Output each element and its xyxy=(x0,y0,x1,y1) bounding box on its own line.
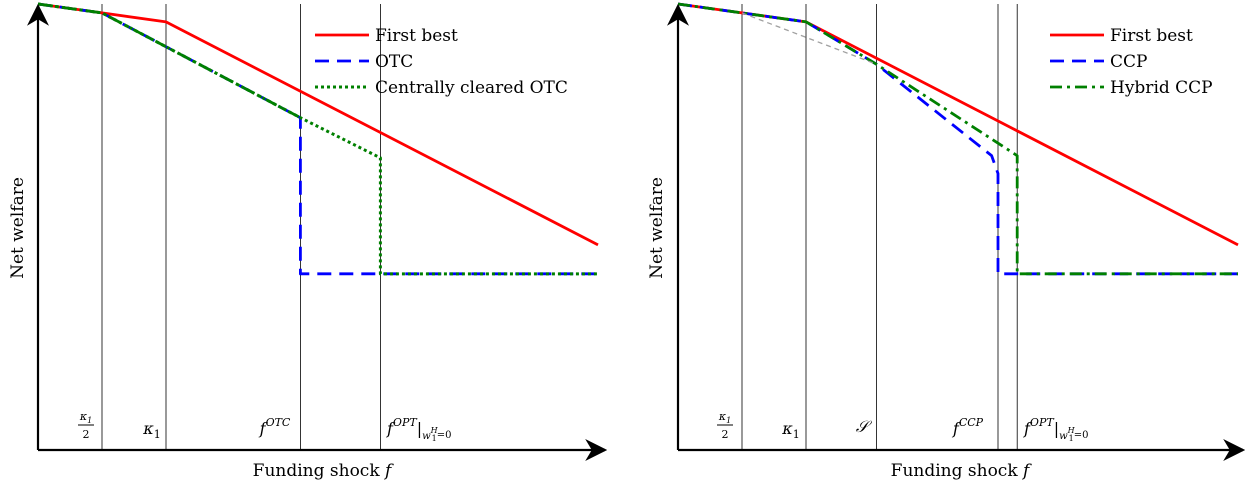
left-panel: Net welfare Funding shock f κ1 2 κ1 fOTC… xyxy=(8,2,608,481)
svg-text:κ1: κ1 xyxy=(79,410,92,425)
left-legend: First best OTC Centrally cleared OTC xyxy=(315,26,568,98)
right-tick-kappa1: κ1 xyxy=(781,419,800,441)
left-y-axis-label: Net welfare xyxy=(8,177,28,279)
left-series-first-best xyxy=(37,2,599,247)
right-series-lines xyxy=(677,2,1239,276)
legend-label-otc: OTC xyxy=(375,52,413,72)
right-x-axis-label: Funding shock f xyxy=(891,461,1032,481)
right-panel: Net welfare Funding shock f κ1 2 κ1 𝒮 fC… xyxy=(647,2,1246,481)
right-vertical-lines xyxy=(741,4,1018,450)
legend-label-centrally-cleared-otc: Centrally cleared OTC xyxy=(375,78,568,98)
svg-text:κ1: κ1 xyxy=(718,410,731,425)
left-tick-kappa1: κ1 xyxy=(142,419,161,441)
left-tick-f-opt: fOPT|wH 1=0 xyxy=(386,416,451,443)
right-y-axis-label: Net welfare xyxy=(647,177,667,279)
right-tick-f-ccp: fCCP xyxy=(952,416,984,438)
left-series-otc xyxy=(37,2,598,276)
left-series-aux-3 xyxy=(37,2,302,119)
left-series-centrally-cleared-otc xyxy=(37,2,598,276)
right-legend: First best CCP Hybrid CCP xyxy=(1050,26,1213,98)
legend-label-hybrid-ccp: Hybrid CCP xyxy=(1110,78,1213,98)
svg-text:2: 2 xyxy=(83,428,90,441)
right-tick-f-opt: fOPT|wH 1=0 xyxy=(1023,416,1088,443)
right-tick-kappa-half: κ1 2 xyxy=(717,410,733,441)
legend-label-ccp: CCP xyxy=(1110,52,1147,72)
right-series-aux-3 xyxy=(741,12,877,65)
left-x-axis-label: Funding shock f xyxy=(253,461,394,481)
right-series-hybrid-ccp xyxy=(677,2,1238,276)
legend-label-first-best: First best xyxy=(1110,26,1193,46)
right-tick-s: 𝒮 xyxy=(856,417,873,436)
left-vertical-lines xyxy=(101,4,381,450)
left-tick-kappa-half: κ1 2 xyxy=(78,410,94,441)
legend-label-first-best: First best xyxy=(375,26,458,46)
svg-text:2: 2 xyxy=(722,428,729,441)
left-series-lines xyxy=(37,2,599,276)
left-tick-f-otc: fOTC xyxy=(259,416,291,438)
